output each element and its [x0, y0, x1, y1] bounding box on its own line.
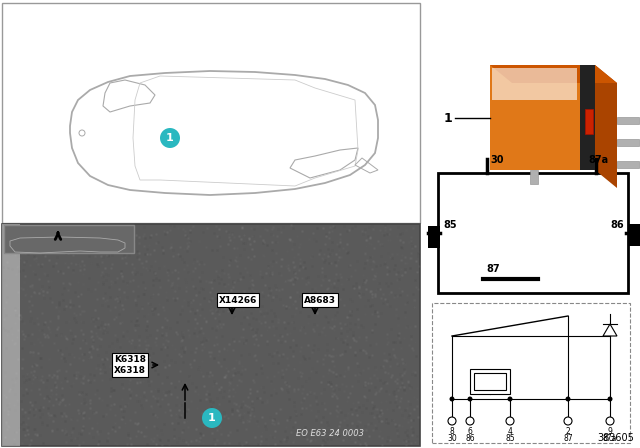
Text: 2: 2 — [566, 427, 570, 436]
Circle shape — [202, 408, 222, 428]
Bar — [438, 173, 628, 293]
Text: 87: 87 — [486, 264, 500, 274]
Circle shape — [160, 128, 180, 148]
Bar — [617, 161, 639, 168]
Text: 1: 1 — [444, 112, 452, 125]
Polygon shape — [490, 65, 617, 83]
Text: 1: 1 — [166, 133, 174, 143]
Circle shape — [607, 396, 612, 401]
Circle shape — [448, 417, 456, 425]
Circle shape — [506, 417, 514, 425]
Bar — [432, 303, 630, 443]
Bar — [2, 224, 420, 446]
Bar — [492, 68, 577, 100]
Circle shape — [606, 417, 614, 425]
Text: K6318
X6318: K6318 X6318 — [114, 355, 146, 375]
Text: 4: 4 — [508, 427, 513, 436]
Text: 9: 9 — [607, 427, 612, 436]
Circle shape — [467, 396, 472, 401]
Text: A8683: A8683 — [304, 296, 336, 305]
Bar — [628, 224, 640, 246]
Text: 85: 85 — [443, 220, 456, 230]
Bar — [530, 170, 538, 184]
Bar — [490, 65, 595, 170]
Text: 1: 1 — [208, 413, 216, 423]
Text: 6: 6 — [468, 427, 472, 436]
Bar — [430, 0, 640, 218]
Text: 87: 87 — [563, 434, 573, 443]
Bar — [4, 225, 134, 253]
Polygon shape — [595, 65, 617, 188]
Text: X14266: X14266 — [219, 296, 257, 305]
Bar — [585, 109, 593, 134]
Bar — [470, 369, 510, 394]
Bar — [2, 3, 420, 223]
Text: 86: 86 — [465, 434, 475, 443]
Circle shape — [449, 396, 454, 401]
Text: 85: 85 — [505, 434, 515, 443]
Circle shape — [564, 417, 572, 425]
Bar — [428, 226, 440, 248]
Bar — [617, 139, 639, 146]
Text: EO E63 24 0003: EO E63 24 0003 — [296, 429, 364, 438]
Text: 30: 30 — [447, 434, 457, 443]
Circle shape — [566, 396, 570, 401]
Text: 30: 30 — [490, 155, 504, 165]
Bar — [617, 117, 639, 124]
Circle shape — [466, 417, 474, 425]
Bar — [580, 65, 595, 170]
Text: 86: 86 — [610, 220, 623, 230]
Text: 87a: 87a — [588, 155, 608, 165]
Text: 8: 8 — [450, 427, 454, 436]
Text: 383605: 383605 — [597, 433, 634, 443]
Bar — [474, 373, 506, 390]
Bar — [2, 224, 20, 446]
Text: 87a: 87a — [603, 434, 617, 443]
Circle shape — [508, 396, 513, 401]
